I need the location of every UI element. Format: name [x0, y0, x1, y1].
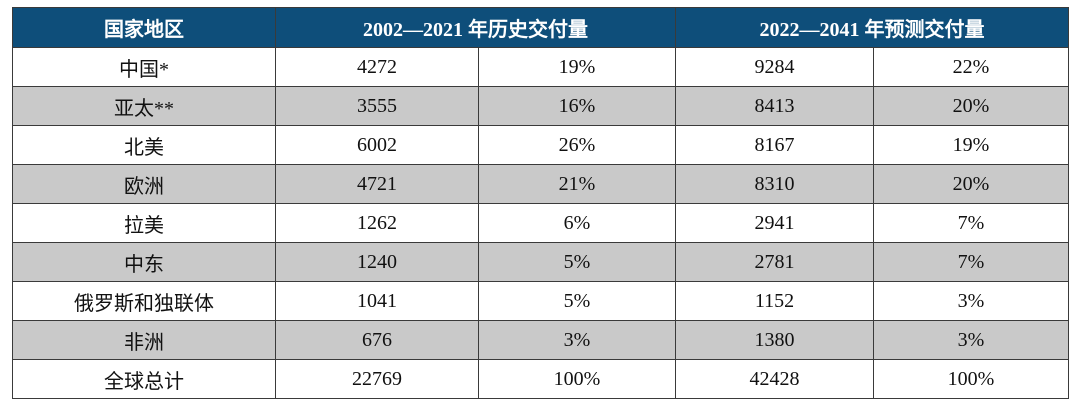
value-cell: 4272	[275, 47, 479, 87]
value-cell: 21%	[478, 164, 676, 204]
value-cell: 7%	[873, 242, 1069, 282]
value-cell: 2941	[675, 203, 874, 243]
value-cell: 19%	[478, 47, 676, 87]
table-row: 亚太** 3555 16% 8413 20%	[12, 86, 1069, 126]
value-cell: 26%	[478, 125, 676, 165]
table-row: 欧洲 4721 21% 8310 20%	[12, 164, 1069, 204]
value-cell: 22769	[275, 359, 479, 399]
value-cell: 1262	[275, 203, 479, 243]
table-row: 中东 1240 5% 2781 7%	[12, 242, 1069, 282]
value-cell: 2781	[675, 242, 874, 282]
header-cell: 2022—2041 年预测交付量	[675, 7, 1069, 48]
value-cell: 20%	[873, 86, 1069, 126]
value-cell: 9284	[675, 47, 874, 87]
region-cell: 全球总计	[12, 359, 276, 399]
header-row: 国家地区 2002—2021 年历史交付量 2022—2041 年预测交付量	[12, 7, 1069, 48]
region-cell: 亚太**	[12, 86, 276, 126]
value-cell: 8167	[675, 125, 874, 165]
region-cell: 中国*	[12, 47, 276, 87]
value-cell: 100%	[478, 359, 676, 399]
value-cell: 3%	[478, 320, 676, 360]
value-cell: 3%	[873, 281, 1069, 321]
value-cell: 42428	[675, 359, 874, 399]
region-cell: 欧洲	[12, 164, 276, 204]
value-cell: 6%	[478, 203, 676, 243]
region-cell: 北美	[12, 125, 276, 165]
value-cell: 19%	[873, 125, 1069, 165]
value-cell: 7%	[873, 203, 1069, 243]
value-cell: 20%	[873, 164, 1069, 204]
region-cell: 中东	[12, 242, 276, 282]
header-cell: 国家地区	[12, 7, 276, 48]
value-cell: 1041	[275, 281, 479, 321]
table-row: 拉美 1262 6% 2941 7%	[12, 203, 1069, 243]
value-cell: 1380	[675, 320, 874, 360]
region-cell: 拉美	[12, 203, 276, 243]
header-cell: 2002—2021 年历史交付量	[275, 7, 676, 48]
value-cell: 5%	[478, 242, 676, 282]
value-cell: 100%	[873, 359, 1069, 399]
table-row: 全球总计 22769 100% 42428 100%	[12, 359, 1069, 399]
value-cell: 4721	[275, 164, 479, 204]
value-cell: 6002	[275, 125, 479, 165]
value-cell: 8310	[675, 164, 874, 204]
table-row: 中国* 4272 19% 9284 22%	[12, 47, 1069, 87]
region-cell: 俄罗斯和独联体	[12, 281, 276, 321]
value-cell: 3555	[275, 86, 479, 126]
value-cell: 22%	[873, 47, 1069, 87]
table-row: 非洲 676 3% 1380 3%	[12, 320, 1069, 360]
value-cell: 8413	[675, 86, 874, 126]
delivery-table: 国家地区 2002—2021 年历史交付量 2022—2041 年预测交付量 中…	[12, 7, 1069, 399]
value-cell: 16%	[478, 86, 676, 126]
value-cell: 3%	[873, 320, 1069, 360]
value-cell: 1152	[675, 281, 874, 321]
table-body: 中国* 4272 19% 9284 22% 亚太** 3555 16% 8413 20% 北美 600…	[12, 47, 1069, 399]
value-cell: 5%	[478, 281, 676, 321]
value-cell: 1240	[275, 242, 479, 282]
value-cell: 676	[275, 320, 479, 360]
region-cell: 非洲	[12, 320, 276, 360]
table-row: 北美 6002 26% 8167 19%	[12, 125, 1069, 165]
table-row: 俄罗斯和独联体 1041 5% 1152 3%	[12, 281, 1069, 321]
